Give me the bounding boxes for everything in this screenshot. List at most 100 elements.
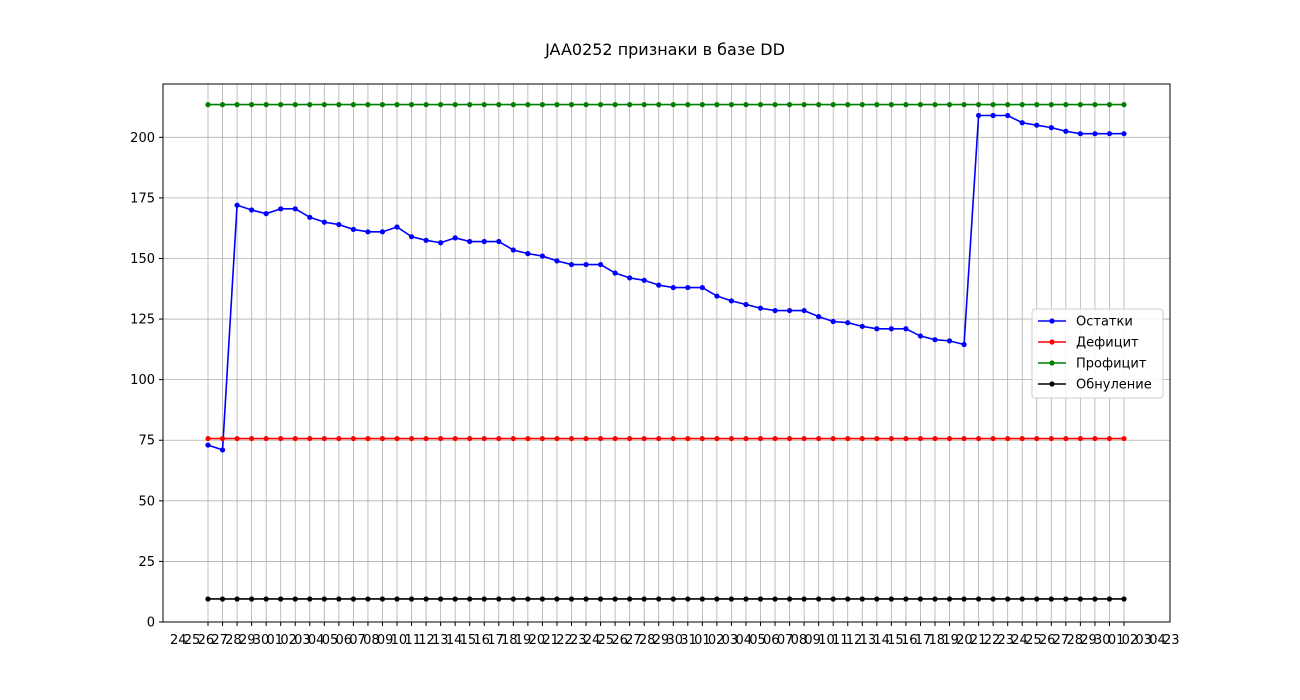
data-point — [976, 101, 982, 108]
x-tick-label: 15 — [460, 633, 477, 648]
data-point — [685, 435, 691, 442]
data-point — [234, 596, 240, 602]
data-point — [452, 596, 458, 602]
data-point — [496, 435, 502, 442]
x-tick-label: 19 — [942, 633, 959, 648]
data-point — [1034, 596, 1040, 602]
data-point — [772, 307, 778, 314]
x-tick-label: 24 — [584, 633, 601, 648]
data-point — [539, 101, 546, 108]
data-point — [394, 596, 400, 602]
data-point — [350, 435, 356, 442]
data-point — [1077, 101, 1083, 108]
data-point — [539, 253, 546, 259]
data-point — [278, 206, 284, 212]
x-tick-label: 07 — [349, 633, 366, 648]
data-point — [1106, 435, 1113, 442]
data-point — [539, 435, 546, 442]
data-point — [990, 112, 996, 119]
data-point — [452, 235, 458, 241]
data-point — [685, 596, 691, 602]
x-tick-label: 27 — [211, 633, 228, 648]
data-point — [801, 307, 807, 314]
data-point — [1092, 596, 1098, 602]
x-tick-label: 11 — [404, 633, 421, 648]
y-tick-label: 25 — [138, 555, 155, 570]
data-point — [961, 341, 967, 348]
data-point — [903, 101, 909, 108]
x-tick-label: 04 — [735, 633, 752, 648]
data-point — [932, 101, 938, 108]
x-tick-label: 07 — [777, 633, 794, 648]
data-point — [699, 284, 705, 291]
x-tick-label: 30 — [667, 633, 684, 648]
x-tick-label: 01 — [1108, 633, 1125, 648]
y-tick-label: 200 — [130, 131, 155, 146]
data-point — [1005, 112, 1011, 119]
x-tick-label: 18 — [929, 633, 946, 648]
data-point — [656, 435, 662, 442]
data-point — [627, 596, 633, 602]
y-tick-label: 175 — [130, 191, 155, 206]
data-point — [728, 298, 735, 304]
data-point — [903, 596, 909, 602]
data-point — [219, 435, 226, 442]
data-point — [859, 323, 865, 329]
data-point — [757, 596, 764, 602]
data-point — [932, 337, 938, 343]
data-point — [830, 318, 836, 325]
data-point — [496, 101, 502, 108]
x-tick-label: 04 — [308, 633, 325, 648]
data-point — [757, 305, 764, 311]
x-tick-label: 12 — [418, 633, 435, 648]
data-point — [350, 226, 356, 233]
data-point — [379, 229, 386, 235]
x-tick-label: 06 — [336, 633, 353, 648]
x-tick-label: 02 — [1122, 633, 1139, 648]
data-point — [714, 596, 720, 602]
data-point — [1019, 120, 1025, 126]
data-point — [932, 435, 938, 442]
data-point — [801, 435, 807, 442]
data-point — [336, 101, 342, 108]
x-tick-label: 08 — [363, 633, 380, 648]
legend-marker — [1049, 339, 1055, 345]
data-point — [1048, 101, 1054, 108]
data-point — [845, 320, 851, 326]
data-point — [816, 314, 822, 320]
y-tick-label: 0 — [147, 616, 155, 631]
data-point — [990, 435, 996, 442]
data-point — [1077, 435, 1083, 442]
x-tick-label: 03 — [722, 633, 739, 648]
data-point — [1034, 435, 1040, 442]
x-tick-label: 21 — [542, 633, 559, 648]
data-point — [830, 435, 836, 442]
data-point — [336, 435, 342, 442]
x-tick-label: 18 — [501, 633, 518, 648]
data-point — [205, 435, 211, 442]
data-point — [888, 435, 894, 442]
data-point — [1005, 101, 1011, 108]
data-point — [350, 101, 356, 108]
data-point — [699, 101, 705, 108]
data-point — [976, 112, 982, 119]
x-tick-label: 12 — [846, 633, 863, 648]
data-point — [263, 101, 269, 108]
data-point — [772, 435, 778, 442]
data-point — [627, 435, 633, 442]
data-point — [583, 596, 589, 602]
x-tick-label: 20 — [956, 633, 973, 648]
data-point — [321, 435, 327, 442]
data-point — [525, 101, 531, 108]
x-tick-label: 05 — [749, 633, 766, 648]
plot-frame — [162, 83, 1171, 623]
data-point — [656, 282, 662, 288]
data-point — [292, 435, 298, 442]
data-point — [874, 596, 880, 602]
data-point — [699, 596, 705, 602]
x-tick-label: 03 — [1135, 633, 1152, 648]
data-point — [467, 435, 473, 442]
data-point — [1092, 101, 1098, 108]
data-point — [656, 596, 662, 602]
data-point — [481, 238, 487, 245]
